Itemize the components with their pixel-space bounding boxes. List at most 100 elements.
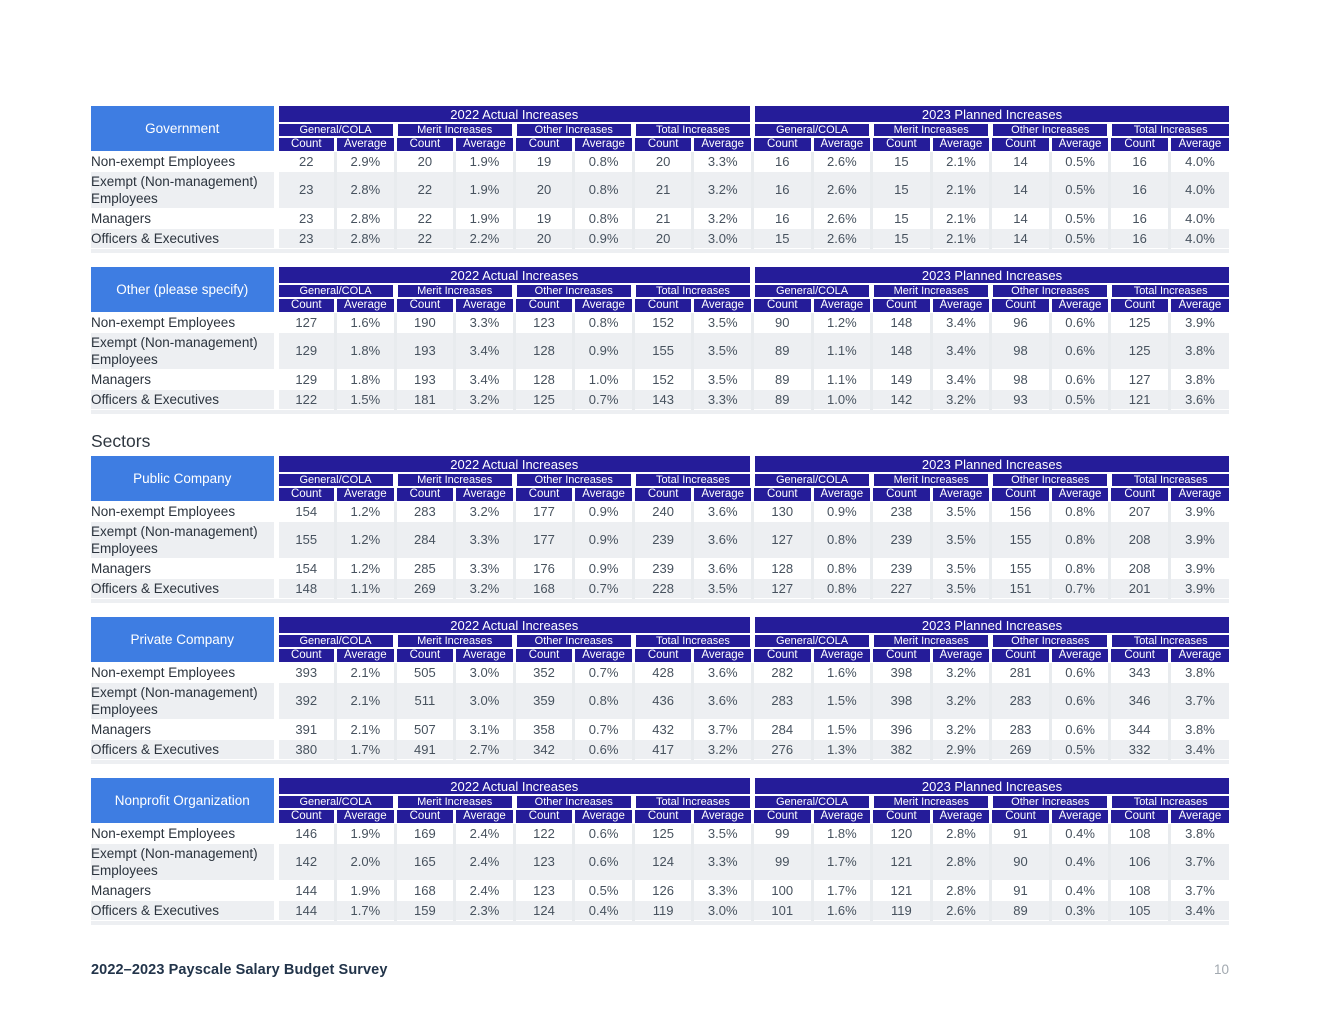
count-cell: 123	[512, 842, 574, 880]
average-cell: 0.6%	[1048, 718, 1110, 739]
row-label: Officers & Executives	[91, 738, 279, 759]
average-cell: 3.2%	[691, 207, 753, 228]
count-cell: 99	[751, 822, 813, 843]
table-footer-strip	[91, 247, 1229, 253]
subcolumn-header: Average	[691, 487, 753, 501]
average-cell: 0.4%	[1048, 842, 1110, 880]
average-cell: 2.4%	[453, 842, 515, 880]
average-cell: 3.6%	[691, 681, 753, 719]
group-header: Other Increases	[988, 284, 1110, 299]
count-cell: 93	[989, 388, 1051, 409]
count-cell: 119	[870, 899, 932, 920]
count-cell: 121	[870, 879, 932, 900]
table-footer-strip	[91, 758, 1229, 764]
count-cell: 124	[512, 899, 574, 920]
average-cell: 3.5%	[929, 520, 991, 558]
average-cell: 2.2%	[453, 227, 515, 248]
average-cell: 0.9%	[572, 227, 634, 248]
subcolumn-header: Average	[691, 648, 753, 662]
count-cell: 428	[631, 661, 693, 682]
average-cell: 3.6%	[691, 661, 753, 682]
count-cell: 168	[512, 577, 574, 598]
count-cell: 144	[274, 899, 336, 920]
count-cell: 239	[870, 557, 932, 578]
table-row: Officers & Executives 122 1.5% 181 3.2% 125 0.…	[91, 388, 1229, 409]
average-cell: 3.2%	[691, 170, 753, 208]
count-cell: 89	[751, 388, 813, 409]
average-cell: 2.1%	[929, 207, 991, 228]
average-cell: 0.9%	[572, 500, 634, 521]
average-cell: 1.2%	[810, 311, 872, 332]
count-cell: 124	[631, 842, 693, 880]
average-cell: 4.0%	[1167, 207, 1229, 228]
group-header: Merit Increases	[869, 284, 991, 299]
average-cell: 2.1%	[334, 681, 396, 719]
count-cell: 16	[751, 207, 813, 228]
subcolumn-header: Count	[276, 298, 336, 312]
row-label: Exempt (Non-management) Employees	[91, 520, 279, 558]
average-cell: 3.0%	[691, 899, 753, 920]
subcolumn-header: Average	[1167, 487, 1229, 501]
salary-table-private-company: Private Company 2022 Actual Increases 2023…	[91, 617, 1229, 764]
count-cell: 283	[989, 718, 1051, 739]
average-cell: 3.8%	[1167, 368, 1229, 389]
group-header: Merit Increases	[869, 473, 991, 488]
page-footer: 2022–2023 Payscale Salary Budget Survey …	[91, 962, 1229, 978]
table-footer-strip	[91, 919, 1229, 925]
count-cell: 228	[631, 577, 693, 598]
subcolumn-header: Average	[810, 809, 872, 823]
subcolumn-header: Average	[1048, 487, 1110, 501]
row-label: Exempt (Non-management) Employees	[91, 170, 279, 208]
average-cell: 0.4%	[572, 899, 634, 920]
table-row: Managers 144 1.9% 168 2.4% 123 0.5% 126 3.3% 100 1…	[91, 879, 1229, 900]
average-cell: 1.8%	[334, 331, 396, 369]
row-label: Managers	[91, 718, 279, 739]
table-row: Exempt (Non-management) Employees 142 2.0%…	[91, 842, 1229, 880]
average-cell: 0.9%	[810, 500, 872, 521]
row-label: Officers & Executives	[91, 388, 279, 409]
salary-table-other-please-specify: Other (please specify) 2022 Actual Increa…	[91, 267, 1229, 414]
count-cell: 127	[751, 520, 813, 558]
group-header: General/COLA	[276, 634, 396, 649]
group-header: Total Increases	[630, 795, 753, 810]
subcolumn-header: Count	[989, 137, 1051, 151]
count-cell: 436	[631, 681, 693, 719]
group-header: General/COLA	[276, 123, 396, 138]
count-cell: 177	[512, 500, 574, 521]
count-cell: 193	[393, 331, 455, 369]
count-cell: 125	[512, 388, 574, 409]
count-cell: 358	[512, 718, 574, 739]
subcolumn-header: Count	[631, 298, 693, 312]
sectors-heading: Sectors	[91, 431, 151, 451]
year-band-2022: 2022 Actual Increases	[276, 267, 753, 285]
subcolumn-header: Count	[870, 298, 932, 312]
count-cell: 142	[870, 388, 932, 409]
count-cell: 505	[393, 661, 455, 682]
count-cell: 123	[512, 879, 574, 900]
count-cell: 22	[393, 170, 455, 208]
count-cell: 121	[1108, 388, 1170, 409]
group-header: Merit Increases	[392, 795, 515, 810]
average-cell: 2.8%	[929, 879, 991, 900]
subcolumn-header: Count	[512, 487, 574, 501]
subcolumn-header: Count	[989, 298, 1051, 312]
average-cell: 0.6%	[1048, 311, 1110, 332]
average-cell: 0.6%	[1048, 368, 1110, 389]
count-cell: 91	[989, 879, 1051, 900]
count-cell: 20	[512, 170, 574, 208]
average-cell: 3.3%	[691, 150, 753, 171]
count-cell: 108	[1108, 879, 1170, 900]
count-cell: 380	[274, 738, 336, 759]
average-cell: 1.9%	[453, 150, 515, 171]
average-cell: 2.8%	[929, 822, 991, 843]
average-cell: 1.6%	[334, 311, 396, 332]
average-cell: 3.3%	[453, 311, 515, 332]
table-row: Non-exempt Employees 146 1.9% 169 2.4% 122 0.6…	[91, 822, 1229, 843]
subcolumn-header: Count	[631, 487, 693, 501]
subcolumn-header: Count	[751, 137, 813, 151]
group-header: General/COLA	[749, 634, 872, 649]
count-cell: 342	[512, 738, 574, 759]
subcolumn-header: Count	[989, 648, 1051, 662]
count-cell: 89	[989, 899, 1051, 920]
count-cell: 15	[870, 170, 932, 208]
